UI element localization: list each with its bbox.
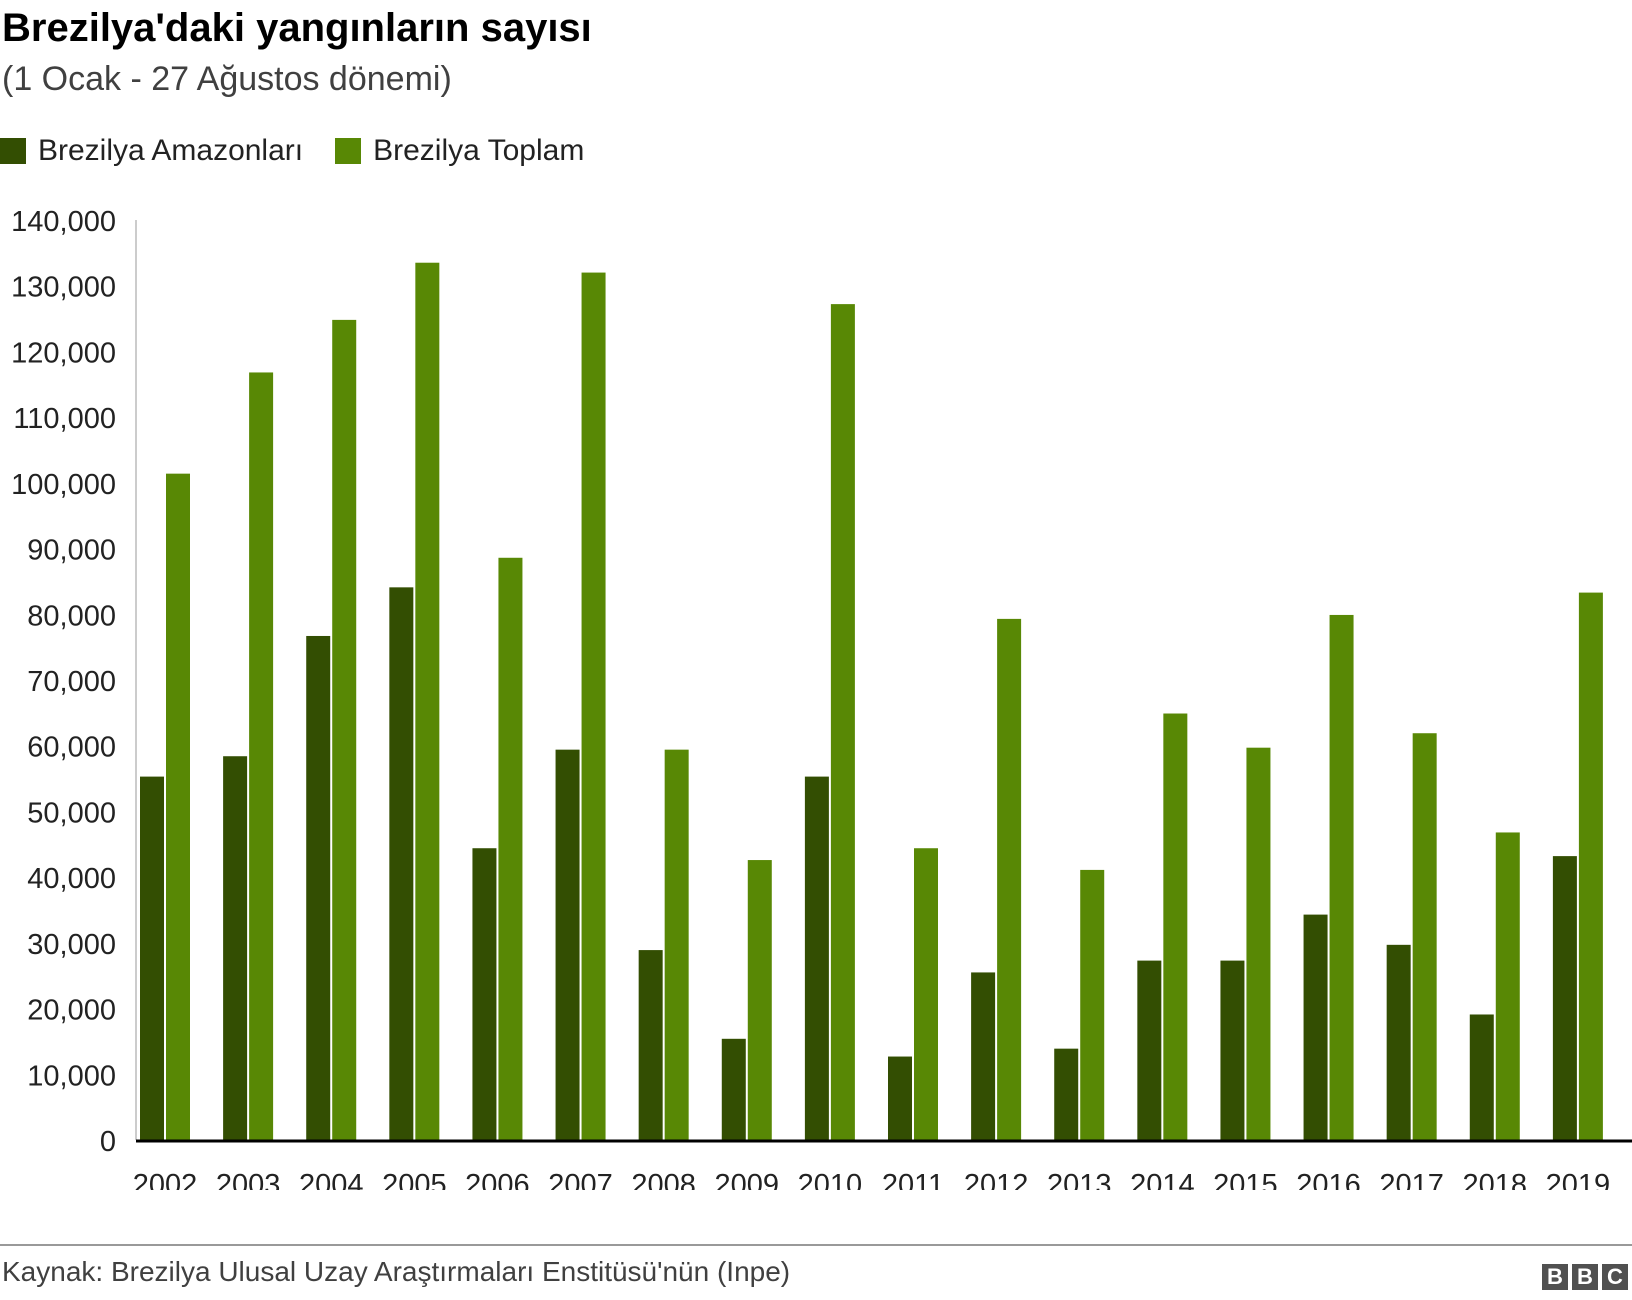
bar-total <box>249 372 274 1140</box>
bar-total <box>498 557 523 1140</box>
y-tick-label: 30,000 <box>27 929 116 961</box>
bar-amazon <box>472 848 497 1140</box>
y-tick-label: 40,000 <box>27 863 116 895</box>
source-note: Kaynak: Brezilya Ulusal Uzay Araştırmala… <box>2 1256 791 1287</box>
y-tick-label: 100,000 <box>11 469 116 501</box>
y-tick-label: 140,000 <box>11 206 116 238</box>
bar-amazon <box>638 950 663 1140</box>
bar-total <box>664 749 689 1140</box>
x-tick-label: 2002 <box>133 1169 198 1190</box>
bar-amazon <box>140 776 164 1140</box>
y-tick-label: 0 <box>100 1126 116 1158</box>
y-tick-label: 80,000 <box>27 600 116 632</box>
bar-total <box>747 860 772 1140</box>
x-tick-label: 2008 <box>631 1169 696 1190</box>
y-tick-label: 10,000 <box>27 1060 116 1092</box>
bar-amazon <box>721 1038 746 1140</box>
legend: Brezilya Amazonları Brezilya Toplam <box>0 134 616 168</box>
bar-total <box>1329 614 1354 1140</box>
x-tick-label: 2010 <box>798 1169 863 1190</box>
x-tick-label: 2014 <box>1130 1169 1195 1190</box>
legend-swatch-total <box>335 138 362 164</box>
x-tick-label: 2016 <box>1296 1169 1361 1190</box>
y-tick-label: 110,000 <box>13 403 116 435</box>
x-tick-label: 2007 <box>548 1169 613 1190</box>
x-tick-label: 2009 <box>715 1169 780 1190</box>
legend-label-total: Brezilya Toplam <box>373 134 585 167</box>
y-tick-label: 50,000 <box>27 797 116 829</box>
legend-label-amazon: Brezilya Amazonları <box>38 134 304 167</box>
bar-amazon <box>223 756 248 1140</box>
x-tick-label: 2011 <box>882 1169 944 1190</box>
bar-amazon <box>389 587 414 1140</box>
bar-total <box>1495 832 1520 1140</box>
x-tick-label: 2017 <box>1379 1169 1444 1190</box>
bar-amazon <box>306 635 331 1140</box>
bar-total <box>166 473 190 1141</box>
legend-swatch-amazon <box>0 138 26 164</box>
bar-amazon <box>804 776 829 1140</box>
bar-total <box>415 262 440 1140</box>
footer-divider <box>0 1244 1632 1246</box>
bbc-logo-letter: B <box>1542 1264 1568 1290</box>
bar-total <box>997 618 1022 1140</box>
legend-item-amazon: Brezilya Amazonları <box>0 134 303 168</box>
y-tick-label: 130,000 <box>11 272 116 304</box>
bar-total <box>1080 869 1105 1140</box>
bar-amazon <box>971 972 996 1140</box>
bbc-logo-letter: C <box>1602 1264 1628 1290</box>
x-tick-label: 2003 <box>216 1169 281 1190</box>
bar-amazon <box>1303 914 1328 1140</box>
chart-subtitle: (1 Ocak - 27 Ağustos dönemi) <box>2 60 452 98</box>
bar-total <box>830 304 855 1141</box>
bbc-logo-letter: B <box>1572 1264 1598 1290</box>
bar-amazon <box>555 749 580 1140</box>
x-tick-label: 2012 <box>964 1169 1029 1190</box>
legend-item-total: Brezilya Toplam <box>335 134 584 168</box>
bar-total <box>1578 592 1603 1140</box>
y-tick-label: 120,000 <box>11 337 116 369</box>
x-tick-label: 2013 <box>1047 1169 1112 1190</box>
bar-total <box>1246 747 1271 1140</box>
x-tick-label: 2015 <box>1213 1169 1278 1190</box>
bbc-logo: B B C <box>1538 1264 1628 1290</box>
bar-amazon <box>1054 1048 1079 1140</box>
chart-title: Brezilya'daki yangınların sayısı <box>2 6 592 50</box>
bar-amazon <box>1469 1014 1494 1140</box>
bar-total <box>332 319 357 1140</box>
x-tick-label: 2019 <box>1546 1169 1611 1190</box>
bar-amazon <box>888 1056 912 1140</box>
y-tick-label: 20,000 <box>27 995 116 1027</box>
bar-amazon <box>1552 856 1577 1140</box>
bar-amazon <box>1220 960 1245 1140</box>
y-tick-label: 60,000 <box>27 732 116 764</box>
x-tick-label: 2018 <box>1463 1169 1528 1190</box>
bar-chart: 0 10,000 20,000 30,000 40,000 50,000 60,000 70,… <box>11 206 1632 1190</box>
x-tick-label: 2004 <box>299 1169 364 1190</box>
bar-total <box>1412 733 1437 1140</box>
y-tick-label: 70,000 <box>27 666 116 698</box>
bar-total <box>581 272 606 1140</box>
x-tick-label: 2005 <box>382 1169 447 1190</box>
bar-amazon <box>1386 944 1411 1140</box>
bar-amazon <box>1137 960 1162 1140</box>
bar-total <box>914 848 938 1140</box>
y-tick-label: 90,000 <box>27 535 116 567</box>
x-tick-label: 2006 <box>465 1169 530 1190</box>
bar-total <box>1163 713 1188 1140</box>
